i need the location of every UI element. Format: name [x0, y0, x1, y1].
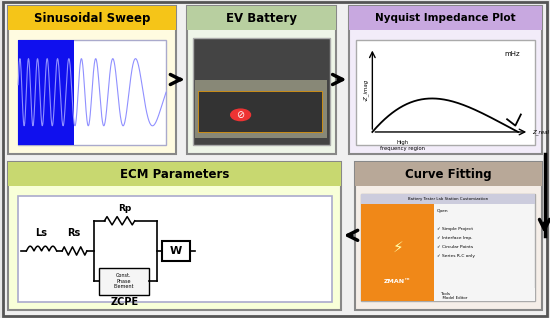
FancyBboxPatch shape — [20, 40, 23, 145]
FancyBboxPatch shape — [20, 40, 23, 145]
FancyBboxPatch shape — [18, 40, 21, 145]
FancyBboxPatch shape — [20, 40, 24, 145]
FancyBboxPatch shape — [19, 40, 22, 145]
Text: Battery Tester Lab Station Customization: Battery Tester Lab Station Customization — [408, 197, 488, 201]
FancyBboxPatch shape — [19, 40, 22, 145]
FancyBboxPatch shape — [20, 40, 23, 145]
Text: W: W — [170, 246, 182, 256]
FancyBboxPatch shape — [361, 194, 535, 204]
FancyBboxPatch shape — [349, 6, 542, 30]
FancyBboxPatch shape — [19, 40, 23, 145]
Text: EV Battery: EV Battery — [226, 12, 297, 25]
Text: ✓ Simple Project: ✓ Simple Project — [437, 227, 473, 231]
FancyBboxPatch shape — [18, 40, 21, 145]
Text: ECM Parameters: ECM Parameters — [120, 168, 229, 181]
FancyBboxPatch shape — [187, 6, 336, 154]
Text: High
frequency region: High frequency region — [380, 140, 425, 151]
Text: Const.
Phase
Element: Const. Phase Element — [113, 273, 134, 289]
FancyBboxPatch shape — [8, 162, 341, 186]
FancyBboxPatch shape — [192, 38, 330, 145]
Text: ✓ Interface Imp.: ✓ Interface Imp. — [437, 236, 472, 240]
FancyBboxPatch shape — [19, 40, 22, 145]
Text: Z_real: Z_real — [532, 129, 549, 135]
Text: Sinusoidal Sweep: Sinusoidal Sweep — [34, 12, 150, 25]
FancyBboxPatch shape — [18, 40, 21, 145]
Text: ✓ Circular Points: ✓ Circular Points — [437, 245, 473, 249]
FancyBboxPatch shape — [20, 40, 23, 145]
Text: ZMAN™: ZMAN™ — [384, 279, 411, 284]
FancyBboxPatch shape — [3, 2, 547, 316]
FancyBboxPatch shape — [19, 40, 22, 145]
FancyBboxPatch shape — [195, 80, 327, 138]
FancyBboxPatch shape — [18, 40, 21, 145]
Text: Tools: Tools — [439, 292, 449, 296]
Text: -Z_imag: -Z_imag — [363, 79, 368, 101]
FancyBboxPatch shape — [20, 40, 24, 145]
Text: ZCPE: ZCPE — [111, 297, 139, 307]
FancyBboxPatch shape — [20, 40, 24, 145]
Text: Nyquist Impedance Plot: Nyquist Impedance Plot — [375, 13, 516, 23]
FancyBboxPatch shape — [18, 40, 166, 145]
Circle shape — [231, 109, 251, 121]
Text: Rs: Rs — [68, 228, 81, 238]
FancyBboxPatch shape — [355, 162, 542, 310]
FancyBboxPatch shape — [162, 241, 190, 261]
FancyBboxPatch shape — [361, 194, 535, 301]
FancyBboxPatch shape — [19, 40, 23, 145]
Text: ✓ Series R-C only: ✓ Series R-C only — [437, 254, 475, 258]
FancyBboxPatch shape — [356, 40, 535, 145]
FancyBboxPatch shape — [349, 6, 542, 154]
Text: mHz: mHz — [505, 51, 520, 57]
FancyBboxPatch shape — [19, 40, 22, 145]
FancyBboxPatch shape — [21, 40, 24, 145]
FancyBboxPatch shape — [434, 288, 535, 301]
FancyBboxPatch shape — [187, 6, 336, 30]
FancyBboxPatch shape — [19, 40, 23, 145]
FancyBboxPatch shape — [8, 162, 341, 310]
FancyBboxPatch shape — [19, 40, 23, 145]
Text: Rp: Rp — [118, 204, 132, 213]
Text: Model Editor: Model Editor — [439, 296, 467, 300]
FancyBboxPatch shape — [18, 196, 332, 302]
Text: Open: Open — [437, 210, 448, 213]
FancyBboxPatch shape — [361, 204, 434, 301]
FancyBboxPatch shape — [20, 40, 24, 145]
FancyBboxPatch shape — [8, 6, 176, 30]
FancyBboxPatch shape — [18, 40, 74, 145]
Text: ⊘: ⊘ — [236, 110, 245, 120]
FancyBboxPatch shape — [20, 40, 23, 145]
Text: Curve Fitting: Curve Fitting — [405, 168, 492, 181]
Text: Ls: Ls — [35, 228, 47, 238]
FancyBboxPatch shape — [21, 40, 24, 145]
Text: ⚡: ⚡ — [392, 240, 403, 255]
FancyBboxPatch shape — [19, 40, 22, 145]
FancyBboxPatch shape — [8, 6, 176, 154]
FancyBboxPatch shape — [20, 40, 23, 145]
FancyBboxPatch shape — [20, 40, 24, 145]
FancyBboxPatch shape — [99, 268, 148, 295]
FancyBboxPatch shape — [19, 40, 23, 145]
FancyBboxPatch shape — [198, 92, 322, 132]
FancyBboxPatch shape — [19, 40, 23, 145]
FancyBboxPatch shape — [20, 40, 24, 145]
FancyBboxPatch shape — [355, 162, 542, 186]
